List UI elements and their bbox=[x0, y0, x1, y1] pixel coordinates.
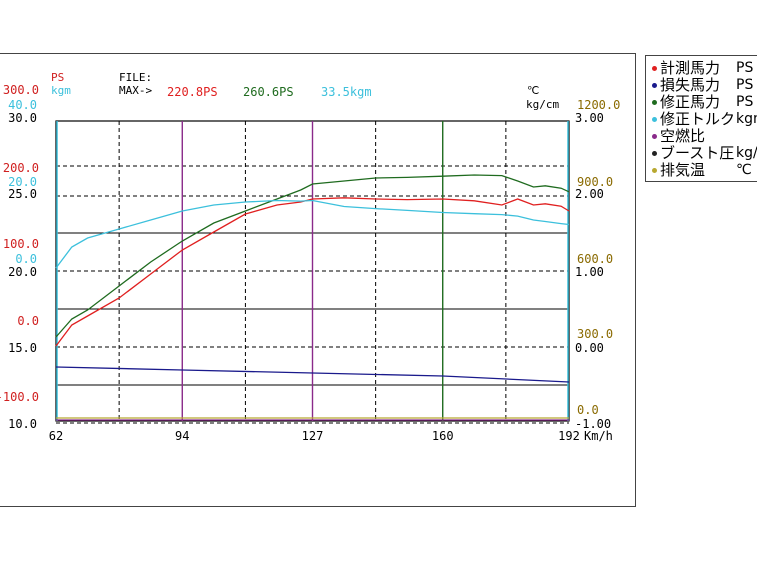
boost-tick-label: -1.00 bbox=[575, 417, 611, 431]
max-ps-value: 220.8PS bbox=[167, 85, 218, 99]
ps-tick-label: 300.0 bbox=[3, 83, 39, 97]
legend-marker bbox=[652, 168, 657, 173]
x-tick-label: 192 bbox=[558, 429, 580, 443]
legend-item: 損失馬力 PS bbox=[652, 76, 753, 94]
temp-tick-label: 300.0 bbox=[577, 327, 613, 341]
dyno-chart-panel: PS kgm FILE: MAX-> 220.8PS 260.6PS 33.5kgm ℃ kg/… bbox=[0, 53, 636, 507]
series-line bbox=[55, 199, 570, 269]
kgcm-unit: kg/cm bbox=[526, 98, 559, 111]
max-ps-corrected-value: 260.6PS bbox=[243, 85, 294, 99]
kgm-tick-label: 40.0 bbox=[8, 98, 37, 112]
legend-marker bbox=[652, 100, 657, 105]
kgm-tick-label: 20.0 bbox=[8, 175, 37, 189]
ps-unit-label: PS bbox=[51, 71, 64, 84]
legend-marker bbox=[652, 151, 657, 156]
series-line bbox=[55, 366, 570, 383]
legend-unit: PS bbox=[736, 77, 754, 93]
kgm-unit-label: kgm bbox=[51, 84, 71, 97]
boost-tick-label: 3.00 bbox=[575, 111, 604, 125]
legend-label: 修正トルク bbox=[660, 110, 736, 128]
legend-label: 空燃比 bbox=[660, 127, 706, 145]
legend-label: ブースト圧 bbox=[660, 144, 735, 162]
legend-item: 空燃比 bbox=[652, 128, 705, 144]
ps-tick-label: -100.0 bbox=[0, 390, 39, 404]
file-label: FILE: bbox=[119, 71, 152, 84]
legend-marker bbox=[652, 66, 657, 71]
afr-tick-label: 10.0 bbox=[8, 417, 37, 431]
legend-unit: ℃ bbox=[736, 162, 752, 178]
legend-label: 損失馬力 bbox=[660, 76, 721, 94]
series-line bbox=[55, 197, 570, 347]
kgm-tick-label: 0.0 bbox=[15, 252, 37, 266]
legend-marker bbox=[652, 83, 657, 88]
legend-unit: PS bbox=[736, 94, 754, 110]
x-tick-label: 62 bbox=[49, 429, 63, 443]
boost-tick-label: 0.00 bbox=[575, 341, 604, 355]
ps-tick-label: 200.0 bbox=[3, 161, 39, 175]
temp-tick-label: 900.0 bbox=[577, 175, 613, 189]
temp-tick-label: 1200.0 bbox=[577, 98, 620, 112]
x-tick-label: 94 bbox=[175, 429, 189, 443]
legend-item: 修正トルクkgm bbox=[652, 110, 757, 128]
x-tick-label: 160 bbox=[432, 429, 454, 443]
legend-label: 計測馬力 bbox=[660, 59, 721, 77]
afr-tick-label: 30.0 bbox=[8, 111, 37, 125]
temp-tick-label: 0.0 bbox=[577, 403, 599, 417]
legend-unit: kg/cm bbox=[736, 145, 757, 161]
x-tick-label: 127 bbox=[302, 429, 324, 443]
boost-tick-label: 2.00 bbox=[575, 187, 604, 201]
legend-unit: kgm bbox=[736, 111, 757, 127]
x-unit-label: Km/h bbox=[584, 429, 613, 443]
afr-tick-label: 20.0 bbox=[8, 265, 37, 279]
max-torque-value: 33.5kgm bbox=[321, 85, 372, 99]
legend-marker bbox=[652, 134, 657, 139]
afr-tick-label: 25.0 bbox=[8, 187, 37, 201]
temp-tick-label: 600.0 bbox=[577, 252, 613, 266]
legend-marker bbox=[652, 117, 657, 122]
deg-c-unit: ℃ bbox=[527, 84, 539, 97]
legend-box: 計測馬力PS損失馬力PS修正馬力PS修正トルクkgm空燃比ブースト圧kg/cm排… bbox=[645, 55, 757, 182]
legend-item: 計測馬力 PS bbox=[652, 59, 753, 77]
legend-label: 排気温 bbox=[660, 161, 706, 179]
legend-label: 修正馬力 bbox=[660, 93, 721, 111]
ps-tick-label: 0.0 bbox=[17, 314, 39, 328]
ps-tick-label: 100.0 bbox=[3, 237, 39, 251]
legend-item: 排気温 ℃ bbox=[652, 161, 752, 179]
boost-tick-label: 1.00 bbox=[575, 265, 604, 279]
afr-tick-label: 15.0 bbox=[8, 341, 37, 355]
max-label: MAX-> bbox=[119, 84, 152, 97]
series-line bbox=[55, 174, 570, 338]
legend-item: 修正馬力 PS bbox=[652, 93, 753, 111]
legend-unit: PS bbox=[736, 60, 754, 76]
